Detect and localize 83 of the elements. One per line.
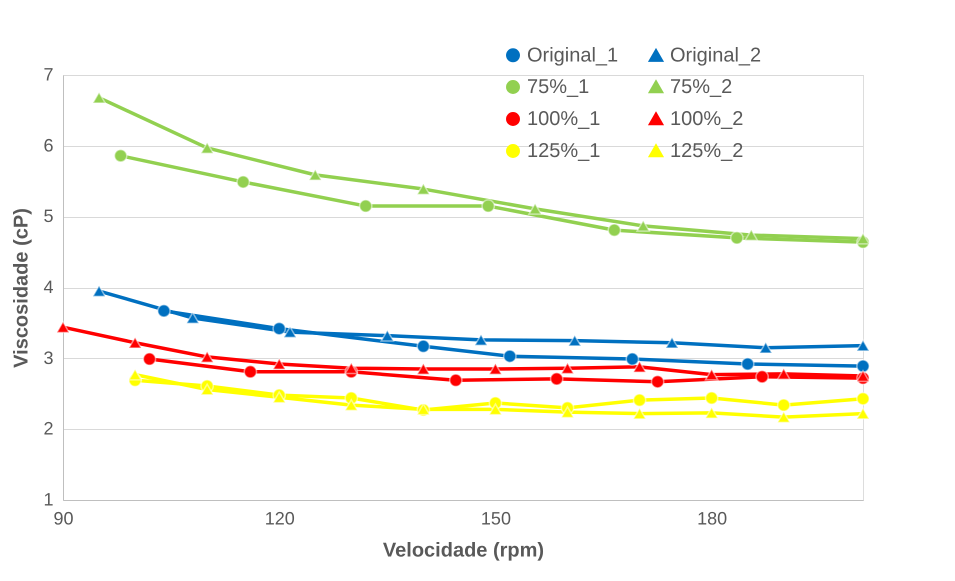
point bbox=[758, 342, 773, 354]
point bbox=[114, 148, 128, 163]
point bbox=[528, 202, 542, 215]
point bbox=[856, 340, 870, 352]
y-tick-label: 5 bbox=[43, 206, 54, 226]
point bbox=[200, 383, 214, 396]
y-axis-title: Viscosidade (cP) bbox=[10, 208, 32, 368]
point bbox=[632, 408, 646, 420]
point bbox=[488, 362, 502, 376]
point bbox=[272, 358, 286, 370]
point bbox=[92, 284, 106, 298]
legend-label: 125%_1 bbox=[527, 140, 600, 162]
point bbox=[380, 330, 394, 342]
y-tick-label: 7 bbox=[43, 64, 54, 84]
legend-label: 100%_2 bbox=[670, 108, 744, 130]
point bbox=[636, 220, 650, 232]
y-tick-label: 4 bbox=[43, 277, 54, 297]
point bbox=[776, 411, 791, 424]
point bbox=[416, 362, 430, 376]
point bbox=[200, 142, 214, 154]
point bbox=[344, 399, 358, 412]
point bbox=[186, 312, 200, 324]
point bbox=[416, 182, 430, 196]
legend-label: 125%_2 bbox=[670, 140, 744, 162]
legend-label: 75%_1 bbox=[527, 76, 590, 98]
point bbox=[344, 362, 358, 374]
x-axis-title: Velocidade (rpm) bbox=[382, 540, 544, 562]
point bbox=[632, 393, 646, 407]
legend-label: 75%_2 bbox=[670, 76, 732, 98]
y-tick-label: 3 bbox=[43, 348, 54, 368]
point bbox=[56, 321, 70, 334]
point bbox=[856, 408, 870, 420]
point bbox=[157, 304, 171, 318]
point bbox=[730, 231, 744, 245]
point bbox=[128, 368, 142, 381]
y-tick-label: 6 bbox=[43, 135, 54, 156]
legend-label: Original_2 bbox=[670, 44, 762, 67]
point bbox=[236, 175, 250, 189]
point bbox=[650, 374, 664, 389]
x-tick-label: 180 bbox=[697, 508, 728, 528]
point bbox=[740, 357, 755, 371]
x-tick-label: 120 bbox=[264, 508, 295, 528]
point bbox=[128, 336, 142, 349]
point bbox=[358, 199, 373, 213]
point bbox=[856, 370, 870, 382]
point bbox=[856, 359, 870, 373]
point bbox=[481, 199, 496, 213]
point bbox=[704, 368, 719, 381]
point bbox=[856, 392, 870, 406]
point bbox=[142, 352, 156, 366]
point bbox=[502, 349, 517, 364]
point bbox=[272, 391, 286, 404]
point bbox=[755, 370, 769, 384]
point bbox=[704, 406, 719, 419]
point bbox=[474, 334, 488, 346]
point bbox=[704, 391, 719, 405]
point bbox=[560, 406, 574, 418]
legend-label: Original_1 bbox=[527, 44, 618, 66]
point bbox=[776, 368, 791, 380]
point bbox=[92, 92, 106, 104]
point bbox=[488, 403, 502, 416]
y-tick-label: 1 bbox=[43, 490, 54, 510]
y-tick-label: 2 bbox=[43, 418, 54, 439]
point bbox=[665, 336, 679, 349]
point bbox=[560, 362, 574, 374]
x-tick-label: 150 bbox=[480, 508, 511, 528]
point bbox=[448, 373, 463, 388]
point bbox=[568, 334, 582, 347]
point bbox=[744, 229, 758, 242]
point bbox=[272, 322, 286, 336]
point bbox=[416, 339, 430, 354]
point bbox=[856, 232, 870, 245]
point bbox=[607, 223, 622, 237]
point bbox=[308, 168, 322, 181]
point bbox=[200, 350, 214, 363]
point bbox=[244, 364, 258, 379]
point bbox=[776, 398, 791, 412]
x-tick-label: 90 bbox=[53, 508, 74, 528]
point bbox=[632, 360, 646, 373]
point bbox=[283, 326, 297, 338]
point bbox=[625, 352, 640, 366]
point bbox=[550, 372, 564, 386]
legend-label: 100%_1 bbox=[527, 108, 600, 130]
